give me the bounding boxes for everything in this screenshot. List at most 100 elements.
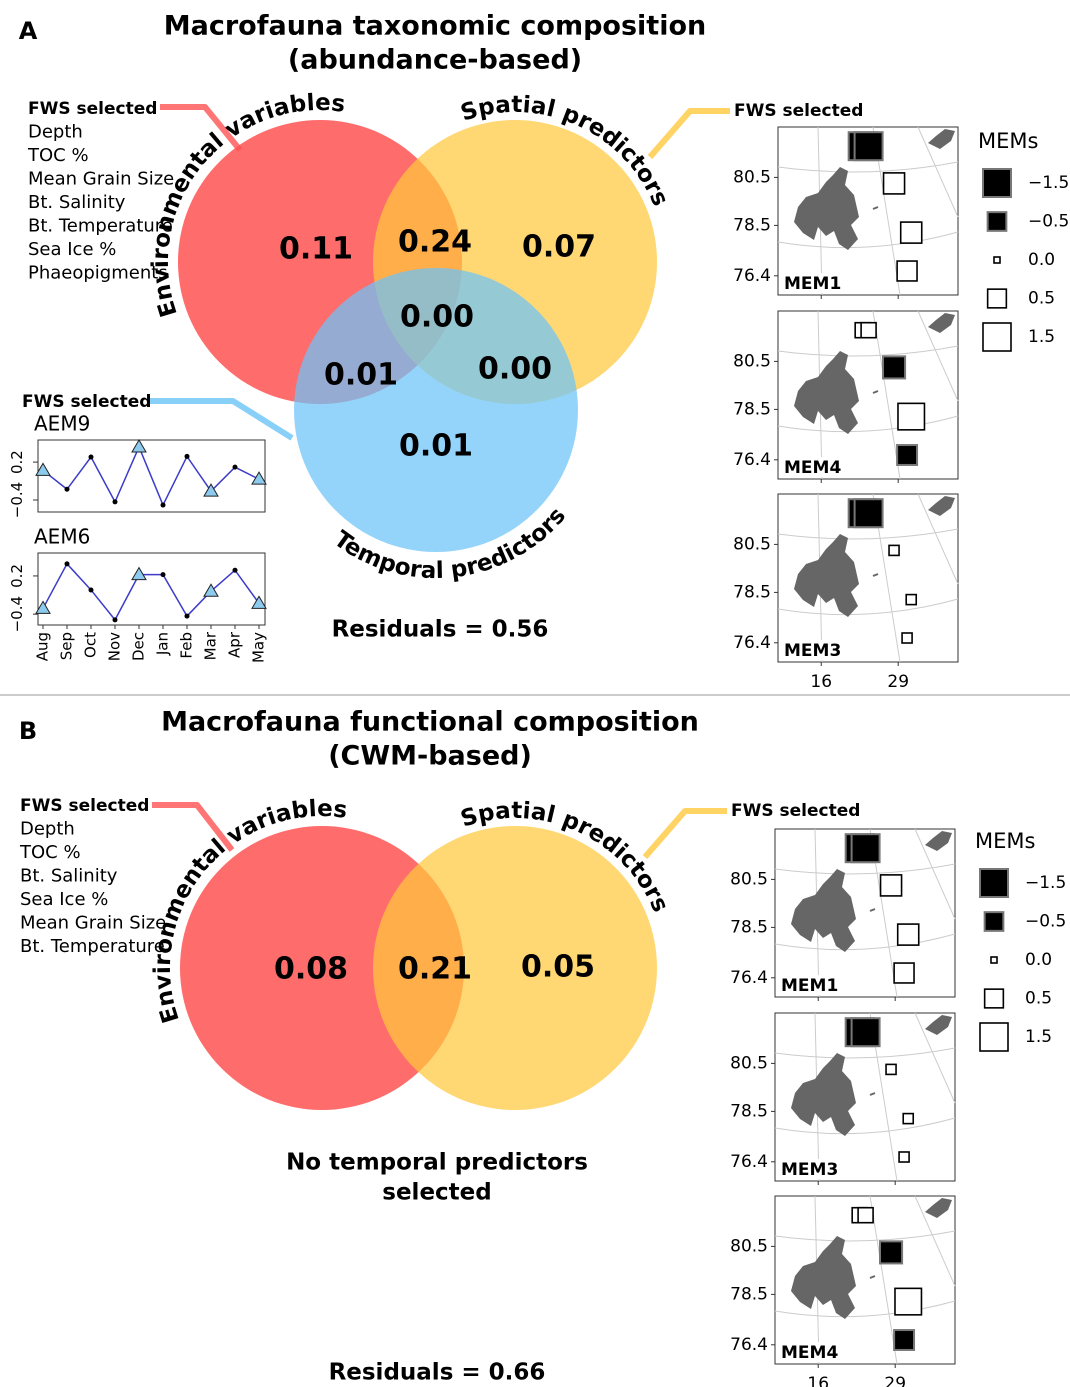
map-label-bg <box>780 457 842 477</box>
legend-label: −1.5 <box>1028 173 1069 193</box>
map-land <box>791 1053 856 1136</box>
y-tick-label: 78.5 <box>733 215 771 235</box>
fws-item: Mean Grain Size <box>28 169 174 190</box>
y-tick-label: 78.5 <box>733 582 771 602</box>
site-square <box>896 260 918 282</box>
y-tick-label: 78.5 <box>730 917 768 937</box>
legend-square <box>993 256 1001 264</box>
x-tick-label: Mar <box>202 631 220 660</box>
map-land <box>869 1275 876 1279</box>
point-dot <box>160 502 166 508</box>
y-tick-label: 76.4 <box>733 450 771 470</box>
panel-label: B <box>19 717 37 745</box>
x-tick-label: Sep <box>58 632 76 660</box>
fws-item: Sea Ice % <box>20 889 108 910</box>
map-land <box>872 206 879 210</box>
legend-square <box>983 911 1005 932</box>
map-land <box>928 313 955 333</box>
venn-value: 0.00 <box>478 352 552 387</box>
map-label: MEM4 <box>784 458 841 478</box>
venn-value: 0.00 <box>400 300 474 335</box>
map-label-bg <box>780 640 842 660</box>
map-land <box>872 390 879 394</box>
legend-label: 0.0 <box>1028 250 1055 270</box>
site-square <box>879 874 903 897</box>
y-tick-label: 80.5 <box>730 1236 768 1256</box>
note: No temporal predictors <box>286 1150 588 1176</box>
site-square <box>860 321 877 339</box>
fws-item: Bt. Salinity <box>28 192 126 213</box>
fws-heading: FWS selected <box>28 99 157 119</box>
legend-label: 1.5 <box>1025 1027 1052 1047</box>
fws-heading: FWS selected <box>20 796 149 816</box>
legend-title: MEMs <box>978 129 1038 153</box>
site-square <box>850 833 881 864</box>
note: selected <box>382 1180 491 1206</box>
fws-item: Bt. Temperature <box>20 936 165 957</box>
point-triangle <box>203 483 219 497</box>
point-triangle <box>131 438 147 453</box>
site-square <box>857 1206 874 1224</box>
y-tick-label: −0.4 <box>8 596 26 632</box>
fws-heading: FWS selected <box>22 392 151 412</box>
map-label: MEM4 <box>781 1343 838 1363</box>
point-dot <box>232 567 238 573</box>
y-tick-label: 76.4 <box>733 633 771 653</box>
point-dot <box>184 453 190 459</box>
panel-title: Macrofauna functional composition <box>161 707 699 738</box>
fws-item: Depth <box>28 122 83 143</box>
y-tick-label: 80.5 <box>730 1053 768 1073</box>
x-tick-label: Jan <box>154 632 172 656</box>
venn-circle <box>294 268 578 552</box>
legend-label: −0.5 <box>1025 912 1066 932</box>
fws-item: Phaeopigments <box>28 263 168 284</box>
point-dot <box>88 454 94 460</box>
legend-label: 0.0 <box>1025 950 1052 970</box>
map-land <box>794 167 859 250</box>
point-triangle <box>35 600 51 614</box>
point-dot <box>112 499 118 505</box>
y-tick-label: 78.5 <box>730 1101 768 1121</box>
y-tick-label: 76.4 <box>730 1152 768 1172</box>
site-square <box>896 923 920 946</box>
site-square <box>896 444 919 466</box>
map-label-bg <box>780 273 842 293</box>
legend-square <box>986 211 1008 232</box>
map-land <box>794 534 859 617</box>
site-square <box>894 1287 923 1316</box>
x-tick-label: 16 <box>807 1374 829 1387</box>
site-square <box>902 1112 915 1125</box>
map-label-bg <box>777 1159 839 1179</box>
map-land <box>928 496 955 516</box>
fws-connector <box>160 104 243 152</box>
venn-value: 0.07 <box>522 230 596 265</box>
fws-item: TOC % <box>19 842 81 863</box>
residuals: Residuals = 0.56 <box>332 617 549 643</box>
map-label: MEM3 <box>784 641 841 661</box>
fws-item: Depth <box>20 819 75 840</box>
venn-value: 0.01 <box>324 358 398 393</box>
map-label-bg <box>777 975 839 995</box>
point-triangle <box>131 566 147 581</box>
venn-value: 0.01 <box>399 429 473 464</box>
plot-title: AEM9 <box>34 412 90 436</box>
venn-value: 0.21 <box>398 952 472 987</box>
site-square <box>853 498 884 529</box>
site-square <box>893 1329 916 1351</box>
map-land <box>925 1015 952 1035</box>
map-land <box>791 1236 856 1319</box>
point-triangle <box>251 471 267 485</box>
map-land <box>925 831 952 851</box>
panel-label: A <box>19 17 38 45</box>
point-dot <box>184 613 190 619</box>
legend-label: 0.5 <box>1025 989 1052 1009</box>
legend-square <box>979 1022 1009 1052</box>
map-label: MEM1 <box>781 976 838 996</box>
legend-label: 0.5 <box>1028 289 1055 309</box>
point-dot <box>88 587 94 593</box>
site-square <box>901 632 913 644</box>
legend-square <box>990 956 998 964</box>
y-tick-label: 76.4 <box>733 266 771 286</box>
y-tick-label: 0.2 <box>8 450 26 474</box>
site-square <box>893 962 915 984</box>
